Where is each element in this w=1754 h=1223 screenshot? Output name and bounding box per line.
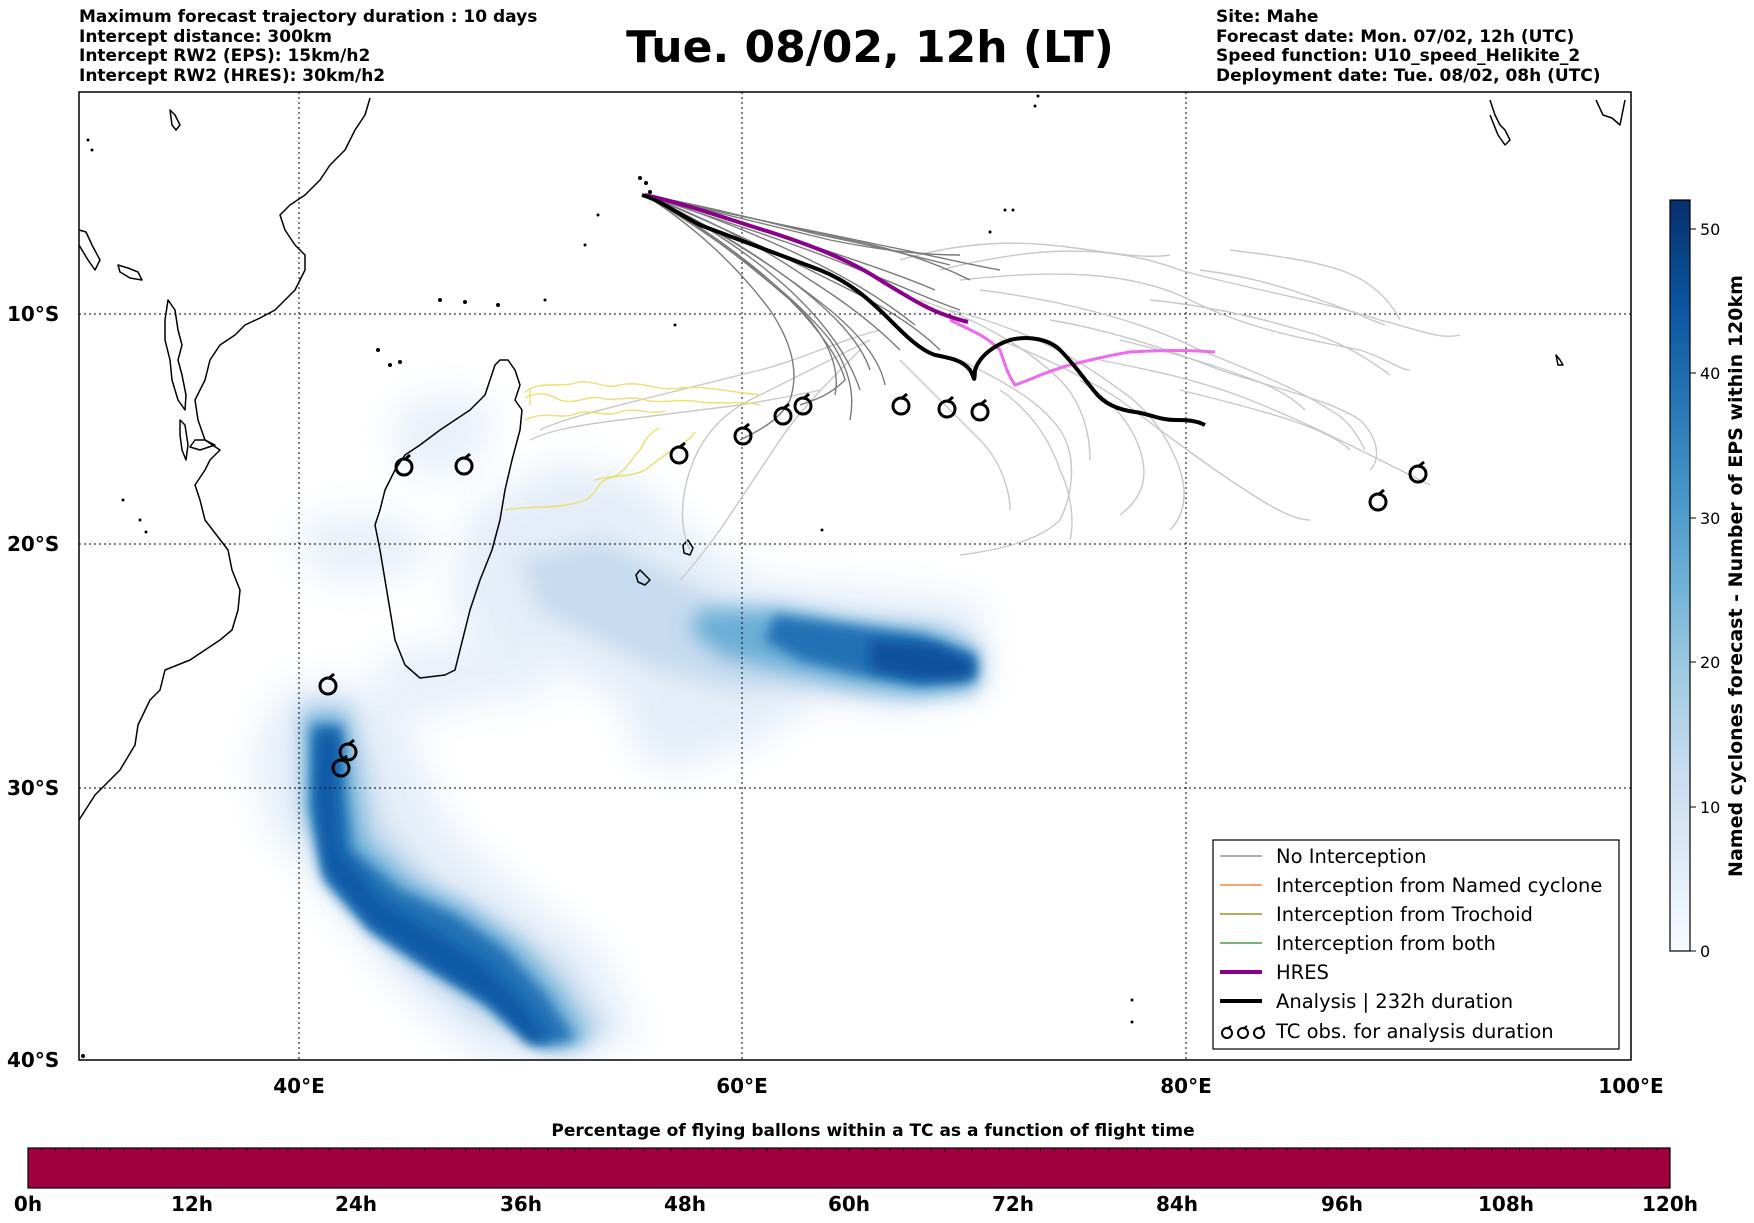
tc-symbol-icon: [454, 452, 474, 476]
header-line-site: Site: Mahe: [1216, 7, 1319, 27]
legend-item: Interception from both: [1220, 932, 1496, 955]
legend: No Interception Interception from Named …: [1212, 839, 1620, 1050]
colorbar-right-tick: 50: [1700, 220, 1720, 239]
legend-item: Analysis | 232h duration: [1220, 990, 1513, 1013]
colorbar-right-tick: 40: [1700, 364, 1720, 383]
map-frame: [78, 91, 1632, 1061]
cyclone-density-field: [250, 390, 990, 1060]
header-line-intercept-eps: Intercept RW2 (EPS): 15km/h2: [79, 46, 371, 66]
legend-item: Interception from Trochoid: [1220, 903, 1533, 926]
lat-label: 30°S: [7, 776, 59, 800]
madagascar-coastline: [374, 359, 523, 679]
header-right: Site: Mahe Forecast date: Mon. 07/02, 12…: [1216, 7, 1601, 86]
tc-observations: [318, 392, 1428, 778]
header-line-forecast-date: Forecast date: Mon. 07/02, 12h (UTC): [1216, 26, 1575, 47]
header-line-intercept-hres: Intercept RW2 (HRES): 30km/h2: [79, 65, 386, 86]
tc-symbol-icon: [1221, 1025, 1265, 1039]
tc-symbol-icon: [733, 422, 753, 446]
colorbar-right-tick: 30: [1700, 509, 1720, 528]
colorbar-bottom-tick: 84h: [1156, 1192, 1198, 1216]
colorbar-bottom-tick: 24h: [335, 1192, 377, 1216]
colorbar-bottom-tick: 120h: [1642, 1192, 1698, 1216]
tc-symbol-icon: [793, 392, 813, 416]
colorbar-bottom-tick: 96h: [1321, 1192, 1363, 1216]
tc-symbol-icon: [331, 754, 351, 778]
legend-item: HRES: [1220, 961, 1329, 984]
colorbar-bottom-bar: [27, 1147, 1671, 1189]
lat-label: 20°S: [7, 532, 59, 556]
lon-label: 80°E: [1160, 1074, 1212, 1098]
tc-symbol-icon: [1368, 488, 1388, 512]
legend-item: Interception from Named cyclone: [1220, 874, 1602, 897]
legend-item: No Interception: [1220, 845, 1427, 868]
lake-tanganyika: [164, 299, 187, 411]
tc-symbol-icon: [338, 738, 358, 762]
colorbar-bottom-tick: 0h: [14, 1192, 42, 1216]
header-line-deployment-date: Deployment date: Tue. 08/02, 08h (UTC): [1216, 65, 1601, 86]
colorbar-bottom: 0h 12h 24h 36h 48h 60h 72h 84h 96h 108h …: [14, 1147, 1698, 1216]
header-left: Maximum forecast trajectory duration : 1…: [79, 7, 538, 86]
colorbar-right-label: Named cyclones forecast - Number of EPS …: [1725, 275, 1747, 877]
colorbar-bottom-minor-ticks: [41, 1148, 1657, 1152]
hres-extension-track: [949, 318, 1216, 387]
tc-symbol-icon: [891, 392, 911, 416]
tc-symbol-icon: [937, 395, 957, 419]
lon-label: 100°E: [1598, 1074, 1663, 1098]
legend-item: TC obs. for analysis duration: [1221, 1020, 1554, 1043]
header-line-max-duration: Maximum forecast trajectory duration : 1…: [79, 7, 538, 27]
legend-label: HRES: [1276, 961, 1329, 984]
legend-label: TC obs. for analysis duration: [1275, 1020, 1554, 1043]
legend-label: Analysis | 232h duration: [1276, 990, 1513, 1013]
hres-track: [644, 193, 969, 324]
africa-coastline: [79, 97, 371, 821]
header-line-intercept-distance: Intercept distance: 300km: [79, 26, 332, 47]
colorbar-bottom-tick: 36h: [500, 1192, 542, 1216]
colorbar-right-tick: 10: [1700, 798, 1720, 817]
page-title: Tue. 08/02, 12h (LT): [626, 22, 1114, 73]
legend-label: Interception from both: [1276, 932, 1496, 955]
lat-label: 10°S: [7, 302, 59, 326]
tc-symbol-icon: [773, 402, 793, 426]
colorbar-right-tick: 0: [1700, 942, 1710, 961]
lake-malawi: [179, 419, 189, 461]
colorbar-bottom-tick: 60h: [828, 1192, 870, 1216]
analysis-track: [641, 193, 1206, 427]
eps-trajectories-light: [529, 242, 1461, 581]
colorbar-bottom-tick: 12h: [171, 1192, 213, 1216]
tc-symbol-icon: [318, 672, 338, 696]
colorbar-right-tick: 20: [1700, 653, 1720, 672]
tc-symbol-icon: [669, 441, 689, 465]
legend-box: [1212, 839, 1620, 1050]
lat-label: 40°S: [7, 1048, 59, 1072]
legend-label: Interception from Trochoid: [1276, 903, 1533, 926]
small-islands: [81, 94, 1134, 1058]
tc-symbol-icon: [394, 453, 414, 477]
map-gridlines: [79, 92, 1631, 1060]
colorbar-right-bar: [1669, 199, 1691, 952]
lat-axis-labels: 10°S 20°S 30°S 40°S: [7, 302, 59, 1072]
legend-label: Interception from Named cyclone: [1276, 874, 1602, 897]
colorbar-bottom-tick: 72h: [992, 1192, 1034, 1216]
header-line-speed-function: Speed function: U10_speed_Helikite_2: [1216, 46, 1581, 66]
colorbar-right: 0 10 20 30 40 50 Named cyclones forecast…: [1669, 199, 1747, 961]
lon-label: 60°E: [716, 1074, 768, 1098]
tc-symbol-icon: [1408, 460, 1428, 484]
colorbar-bottom-title: Percentage of flying ballons within a TC…: [551, 1121, 1195, 1141]
legend-label: No Interception: [1276, 845, 1427, 868]
colorbar-bottom-tick: 108h: [1478, 1192, 1534, 1216]
coastlines: [79, 97, 1626, 821]
trochoid-trajectories: [504, 381, 761, 511]
tc-symbol-icon: [970, 398, 990, 422]
colorbar-bottom-tick: 48h: [664, 1192, 706, 1216]
lon-label: 40°E: [273, 1074, 325, 1098]
lon-axis-labels: 40°E 60°E 80°E 100°E: [273, 1074, 1663, 1098]
